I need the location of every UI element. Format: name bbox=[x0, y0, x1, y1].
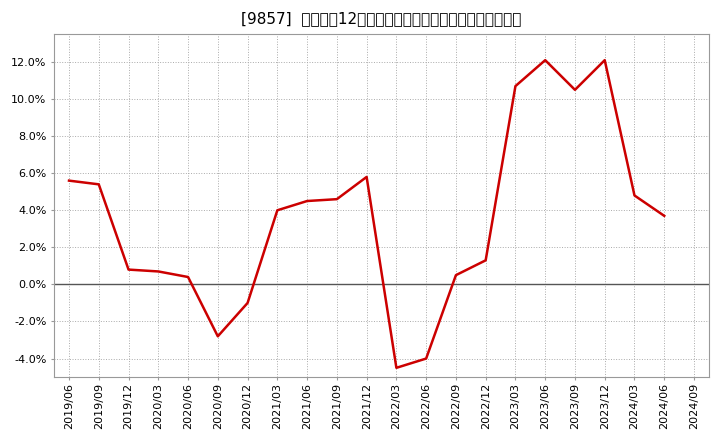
Title: [9857]  売上高の12か月移動合計の対前年同期増減率の推移: [9857] 売上高の12か月移動合計の対前年同期増減率の推移 bbox=[241, 11, 522, 26]
